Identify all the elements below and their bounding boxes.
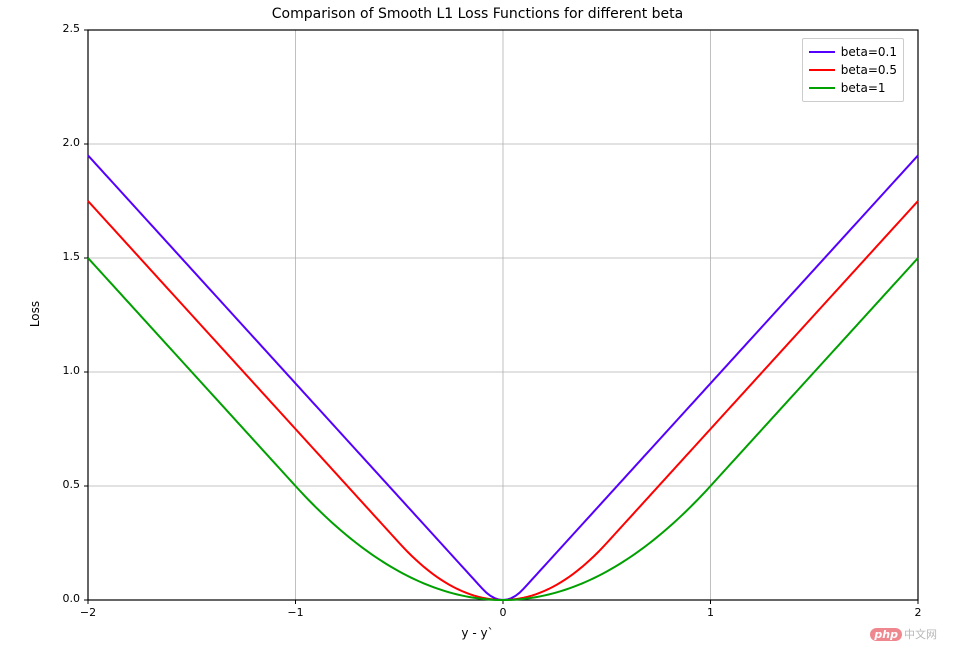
- legend-label: beta=0.5: [841, 63, 897, 77]
- watermark-text: 中文网: [904, 628, 937, 641]
- x-tick-label: −2: [76, 606, 100, 619]
- legend-line-icon: [809, 87, 835, 89]
- x-tick-label: −1: [284, 606, 308, 619]
- legend-line-icon: [809, 69, 835, 71]
- y-tick-label: 1.0: [63, 364, 81, 377]
- plot-svg: [88, 30, 918, 600]
- x-axis-label: y - y`: [0, 626, 955, 640]
- chart-title: Comparison of Smooth L1 Loss Functions f…: [0, 6, 955, 22]
- legend-item: beta=0.1: [809, 43, 897, 61]
- legend-label: beta=0.1: [841, 45, 897, 59]
- legend-label: beta=1: [841, 81, 886, 95]
- legend-line-icon: [809, 51, 835, 53]
- x-tick-label: 0: [491, 606, 515, 619]
- x-tick-label: 2: [906, 606, 930, 619]
- y-tick-label: 0.5: [63, 478, 81, 491]
- plot-area: [88, 30, 918, 600]
- legend: beta=0.1 beta=0.5 beta=1: [802, 38, 904, 102]
- y-tick-label: 2.5: [63, 22, 81, 35]
- y-tick-label: 2.0: [63, 136, 81, 149]
- watermark-php: php: [870, 628, 902, 641]
- watermark: php中文网: [870, 626, 937, 642]
- y-tick-label: 0.0: [63, 592, 81, 605]
- y-tick-label: 1.5: [63, 250, 81, 263]
- figure: Comparison of Smooth L1 Loss Functions f…: [0, 0, 955, 666]
- x-tick-label: 1: [699, 606, 723, 619]
- legend-item: beta=1: [809, 79, 897, 97]
- y-axis-label: Loss: [28, 301, 42, 327]
- legend-item: beta=0.5: [809, 61, 897, 79]
